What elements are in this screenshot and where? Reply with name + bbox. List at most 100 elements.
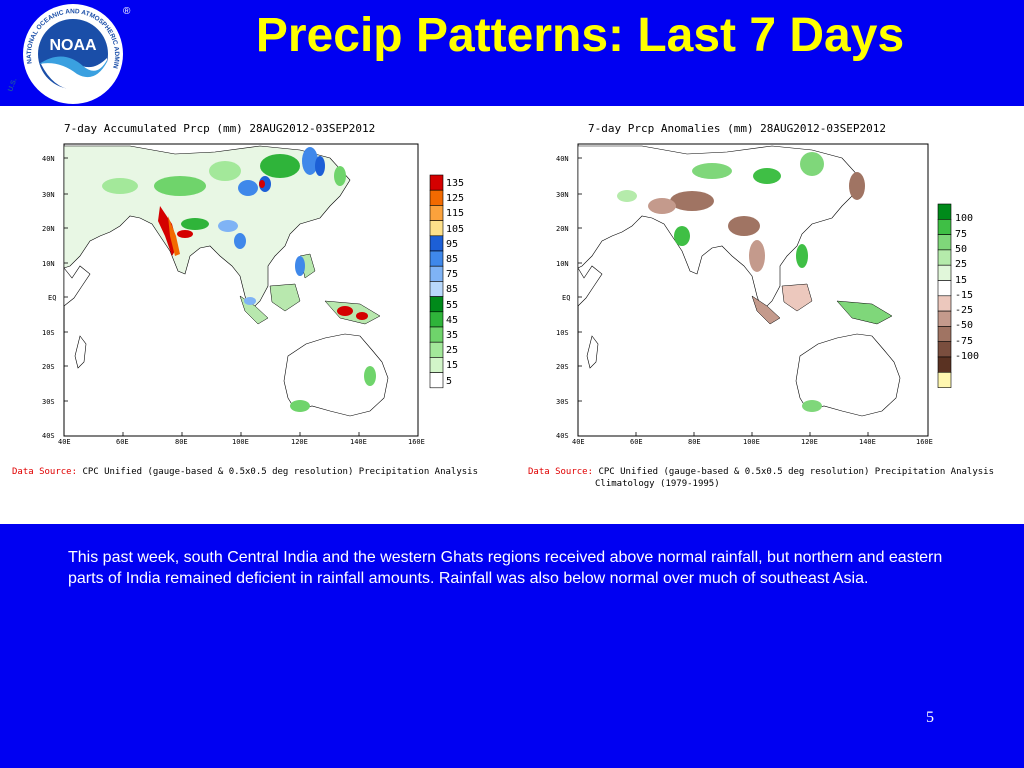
right-legend-label: -50 (955, 320, 974, 332)
slide-header: NOAA NATIONAL OCEANIC AND ATMOSPHERIC AD… (0, 0, 1024, 106)
left-lat-tick: 20N (42, 225, 55, 233)
left-lat-tick: 40S (42, 432, 55, 440)
right-legend-label: 75 (955, 228, 968, 240)
left-legend-label: 45 (446, 314, 459, 326)
left-lat-tick: 30S (42, 398, 55, 406)
left-lon-tick: 160E (408, 438, 425, 446)
left-lat-tick: 30N (42, 191, 55, 199)
right-legend-swatch (937, 356, 952, 373)
left-lon-tick: 140E (350, 438, 367, 446)
right-source-climatology: Climatology (1979-1995) (595, 479, 720, 489)
right-legend-swatch (937, 280, 952, 297)
left-lat-tick: 10S (42, 329, 55, 337)
left-legend-swatch (429, 220, 444, 237)
noaa-logo-us-text: U.S. (7, 77, 18, 92)
right-legend-swatch (937, 295, 952, 312)
left-lon-tick: 120E (291, 438, 308, 446)
left-legend-label: 115 (446, 208, 465, 220)
left-legend-swatch (429, 174, 444, 191)
left-legend-label: 75 (446, 269, 459, 281)
right-legend-label: 25 (955, 259, 968, 271)
right-map-legend (937, 203, 952, 388)
left-legend-swatch (429, 281, 444, 297)
left-legend-label: 35 (446, 330, 459, 341)
right-source-text: CPC Unified (gauge-based & 0.5x0.5 deg r… (598, 467, 995, 477)
left-legend-label: 95 (446, 238, 459, 250)
left-lon-tick: 80E (175, 438, 188, 446)
left-precip-map (63, 143, 444, 437)
right-lon-tick: 120E (801, 438, 818, 446)
noaa-logo-text: NOAA (49, 37, 97, 54)
left-legend-swatch (429, 189, 444, 206)
right-legend-label: 15 (955, 274, 968, 286)
left-legend-swatch (429, 250, 444, 267)
right-legend-swatch (937, 234, 952, 251)
right-lon-tick: 100E (743, 438, 760, 446)
left-legend-swatch (429, 372, 444, 389)
left-lat-tick: 40N (42, 155, 55, 163)
right-legend-label: -75 (955, 335, 974, 347)
left-legend-swatch (429, 357, 444, 373)
right-legend-swatch (937, 326, 952, 342)
right-legend-label: -100 (955, 351, 980, 362)
slide-title: Precip Patterns: Last 7 Days (255, 9, 905, 62)
right-lat-tick: 10N (556, 260, 569, 268)
right-legend-label: -15 (955, 289, 974, 301)
left-legend-swatch (429, 326, 444, 343)
left-legend-swatch (429, 205, 444, 221)
right-lon-tick: 40E (572, 438, 585, 446)
right-lat-tick: 40N (556, 155, 569, 163)
left-legend-swatch (429, 341, 444, 358)
page-number: 5 (926, 709, 934, 726)
right-data-source: Data Source: CPC Unified (gauge-based & … (528, 466, 994, 490)
right-legend-swatch (937, 219, 952, 235)
left-legend-label: 5 (446, 375, 453, 387)
right-lat-tick: 30N (556, 191, 569, 199)
right-lat-tick: 20N (556, 225, 569, 233)
registered-mark: ® (123, 6, 131, 17)
right-lon-tick: 160E (916, 438, 933, 446)
right-legend-label: 50 (955, 243, 968, 255)
slide-caption: This past week, south Central India and … (68, 549, 943, 587)
left-map-legend (429, 174, 444, 389)
right-source-label: Data Source: (528, 467, 594, 477)
left-lon-tick: 100E (232, 438, 249, 446)
left-legend-swatch (429, 311, 444, 328)
left-lat-tick: EQ (48, 294, 57, 302)
right-lon-tick: 80E (688, 438, 701, 446)
left-map-title: 7-day Accumulated Prcp (mm) 28AUG2012-03… (64, 122, 376, 135)
left-legend-label: 105 (446, 223, 465, 235)
right-legend-swatch (937, 264, 952, 281)
left-lat-tick: 20S (42, 363, 55, 371)
left-legend-label: 125 (446, 193, 465, 205)
right-legend-swatch (937, 310, 952, 327)
right-legend-label: 100 (955, 213, 974, 225)
right-legend-swatch (937, 341, 952, 358)
left-legend-swatch (429, 235, 444, 252)
left-data-source: Data Source: CPC Unified (gauge-based & … (12, 466, 478, 478)
left-lon-tick: 40E (58, 438, 71, 446)
left-legend-swatch (429, 265, 444, 282)
left-legend-label: 55 (446, 299, 459, 311)
right-legend-label: -25 (955, 305, 974, 317)
right-legend-swatch (937, 249, 952, 266)
right-anomaly-map (577, 143, 952, 437)
left-source-label: Data Source: (12, 467, 78, 477)
noaa-logo-icon: NOAA NATIONAL OCEANIC AND ATMOSPHERIC AD… (3, 2, 131, 104)
left-legend-label: 135 (446, 178, 465, 189)
left-legend-label: 25 (446, 345, 459, 357)
right-legend-swatch (937, 371, 952, 388)
maps-panel: 7-day Accumulated Prcp (mm) 28AUG2012-03… (0, 106, 1024, 524)
right-map-title: 7-day Prcp Anomalies (mm) 28AUG2012-03SE… (588, 122, 887, 135)
left-legend-swatch (429, 296, 444, 313)
left-legend-label: 15 (446, 360, 459, 372)
right-lat-tick: EQ (562, 294, 571, 302)
left-lat-tick: 10N (42, 260, 55, 268)
left-source-text: CPC Unified (gauge-based & 0.5x0.5 deg r… (82, 467, 479, 477)
right-legend-swatch (937, 203, 952, 220)
left-legend-label: 85 (446, 254, 459, 265)
right-lat-tick: 10S (556, 329, 569, 337)
left-lon-tick: 60E (116, 438, 129, 446)
right-lat-tick: 20S (556, 363, 569, 371)
right-lon-tick: 140E (859, 438, 876, 446)
